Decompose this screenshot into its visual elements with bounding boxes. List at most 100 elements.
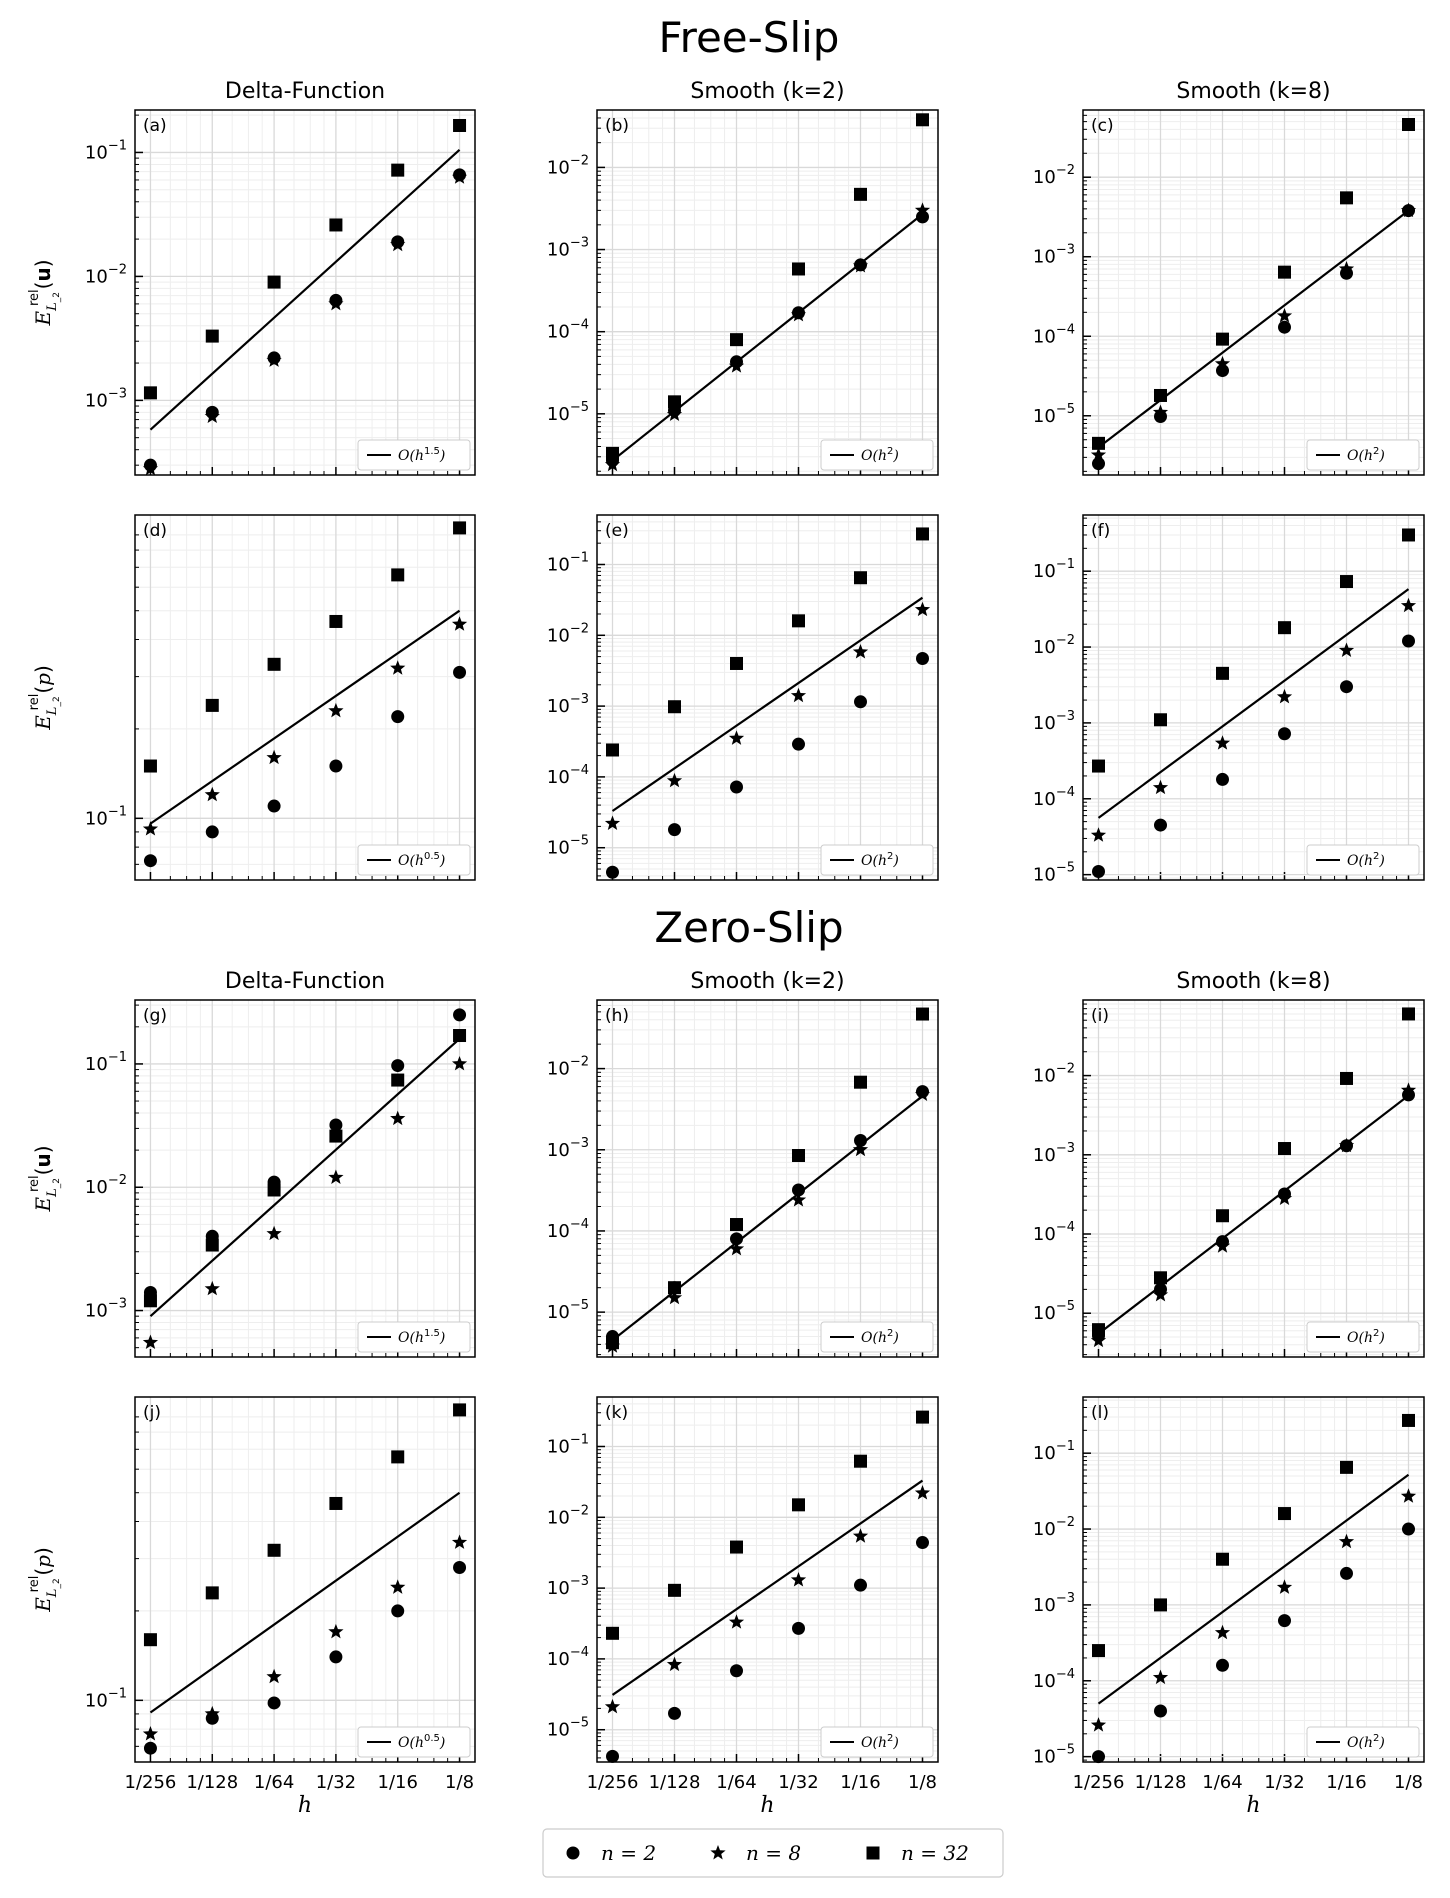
x-tick-label: 1/128: [649, 1772, 701, 1793]
marker-square: [730, 1540, 743, 1554]
panel-b: 10−5 10−4 10−3 10−2 (b) O(h2) Smooth (k=2): [547, 79, 939, 476]
marker-star: [1276, 307, 1293, 323]
y-tick-label: 10−1: [1033, 1439, 1075, 1464]
marker-circle: [668, 823, 681, 837]
y-tick-label: 10−5: [1033, 1299, 1075, 1324]
y-tick-label: 10−3: [547, 236, 589, 261]
marker-square: [453, 521, 467, 535]
y-tick-label: 10−1: [547, 550, 589, 575]
marker-square: [453, 1029, 467, 1043]
marker-square: [329, 614, 343, 628]
marker-star: [1214, 355, 1231, 371]
x-tick-label: 1/256: [587, 1772, 639, 1793]
marker-star: [1214, 1624, 1231, 1640]
y-tick-label: 10−2: [85, 1173, 127, 1198]
x-tick-label: 1/16: [840, 1772, 880, 1793]
axes-frame: [596, 514, 939, 881]
axes-frame: [1082, 109, 1425, 476]
y-tick-label: 10−4: [1033, 1220, 1075, 1245]
x-tick-label: 1/32: [316, 1772, 356, 1793]
marker-square: [205, 1238, 219, 1252]
panel-legend-box: [1306, 844, 1420, 876]
reference-line-label: O(h0.5): [398, 1733, 445, 1751]
y-tick-label: 10−3: [1033, 1141, 1075, 1166]
marker-square: [205, 698, 219, 712]
marker-circle: [329, 1118, 343, 1132]
marker-square: [606, 446, 619, 460]
marker-star: [1338, 261, 1355, 276]
marker-square: [1154, 713, 1167, 727]
marker-square: [606, 1626, 619, 1640]
y-axis-label: EL_2rel(u): [27, 259, 62, 326]
x-tick-label: 1/256: [1073, 1772, 1125, 1793]
panel-legend-box: [820, 1321, 934, 1353]
marker-square: [730, 656, 743, 670]
marker-square: [1154, 388, 1167, 402]
panel-k: 1/256 1/128 1/64 1/32 1/16 1/8 10−5 10−4 10−3 10−…: [547, 1396, 939, 1818]
marker-square: [1216, 1552, 1229, 1566]
marker-star: [1338, 1533, 1355, 1549]
marker-star: [1400, 202, 1417, 218]
reference-line-label: O(h2): [1347, 851, 1385, 869]
marker-square: [267, 657, 281, 671]
marker-star: [328, 1169, 344, 1184]
y-tick-label: 10−5: [547, 1716, 589, 1741]
marker-star: [266, 352, 282, 367]
y-tick-label: 10−1: [1033, 557, 1075, 582]
marker-square: [792, 262, 805, 276]
marker-star: [1152, 404, 1169, 419]
panel-label: (i): [1091, 1006, 1109, 1026]
marker-circle: [1402, 1522, 1415, 1536]
reference-line: [1097, 209, 1410, 449]
x-tick-label: 1/64: [254, 1772, 294, 1793]
section-title-free-slip: Free-Slip: [659, 13, 840, 62]
y-tick-label: 10−4: [1033, 322, 1075, 347]
reference-line: [1097, 1473, 1410, 1705]
marker-square: [792, 614, 805, 628]
marker-square: [792, 1498, 805, 1512]
marker-square: [668, 700, 681, 714]
axes-frame: [134, 514, 476, 881]
marker-star: [1152, 779, 1169, 795]
reference-line: [149, 1037, 461, 1318]
reference-line-label: O(h2): [1347, 446, 1385, 464]
marker-square: [205, 329, 219, 343]
marker-square: [205, 1586, 219, 1600]
marker-star: [914, 601, 931, 617]
x-tick-label: 1/16: [1326, 1772, 1366, 1793]
column-title: Delta-Function: [225, 969, 385, 994]
marker-square: [916, 1410, 929, 1424]
panel-label: (j): [143, 1403, 161, 1423]
marker-circle: [730, 1664, 743, 1678]
marker-circle: [916, 1536, 929, 1550]
reference-line-label: O(h2): [861, 851, 899, 869]
marker-star: [1276, 1579, 1293, 1594]
column-title: Delta-Function: [225, 79, 385, 104]
marker-square: [1402, 118, 1415, 132]
legend-box: [542, 1828, 1004, 1878]
y-tick-label: 10−4: [547, 763, 589, 788]
marker-circle: [329, 1650, 343, 1664]
marker-circle: [854, 1134, 867, 1148]
marker-square: [854, 1454, 867, 1468]
marker-square: [854, 1075, 867, 1089]
marker-square: [1216, 332, 1229, 346]
x-tick-label: 1/128: [1135, 1772, 1187, 1793]
panel-label: (d): [143, 521, 167, 541]
legend: n = 2 n = 8 n = 32: [542, 1828, 1004, 1878]
marker-circle: [453, 1008, 467, 1022]
y-tick-label: 10−4: [547, 1645, 589, 1670]
column-title: Smooth (k=8): [1176, 79, 1330, 104]
marker-star: [852, 1141, 869, 1157]
marker-star: [142, 1334, 159, 1350]
panel-legend-box: [1306, 1321, 1420, 1353]
marker-square: [1216, 1209, 1229, 1223]
marker-square: [267, 275, 281, 289]
marker-star: [142, 821, 159, 836]
marker-star: [328, 1623, 344, 1639]
marker-star: [666, 406, 683, 422]
marker-star: [390, 660, 406, 675]
axes-frame: [134, 999, 476, 1358]
marker-circle: [668, 1706, 681, 1720]
marker-circle: [1216, 772, 1229, 786]
